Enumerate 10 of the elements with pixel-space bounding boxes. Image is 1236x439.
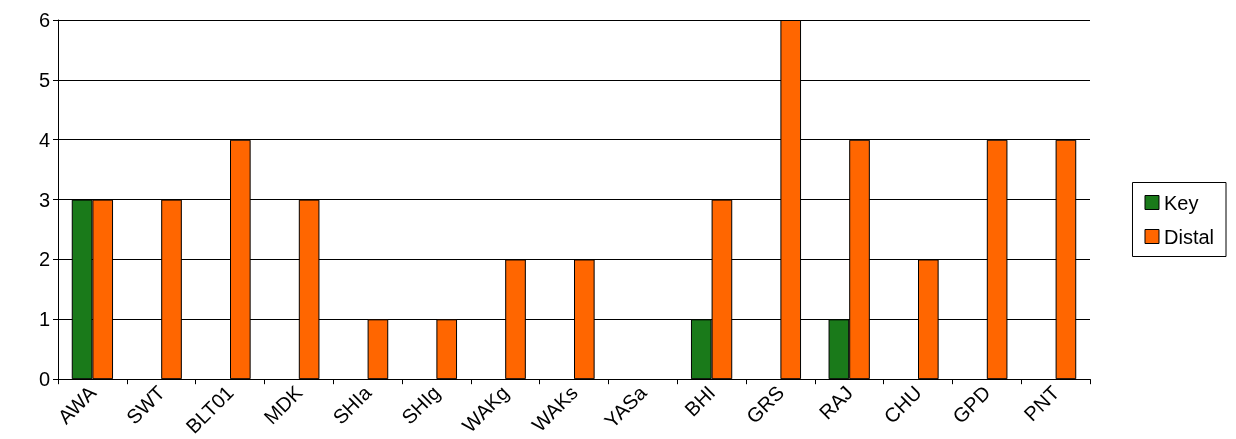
y-tick-label: 5 — [38, 68, 50, 91]
y-tick-label: 3 — [38, 188, 50, 211]
legend-label: Key — [1163, 191, 1199, 214]
y-tick-label: 4 — [38, 128, 50, 151]
y-tick-label: 2 — [38, 248, 50, 271]
y-tick-label: 0 — [38, 368, 50, 391]
y-tick-label: 1 — [38, 308, 50, 331]
y-tick-label: 6 — [38, 9, 50, 31]
x-tick-label: BHI — [680, 381, 720, 421]
legend-label: Distal — [1163, 225, 1215, 248]
